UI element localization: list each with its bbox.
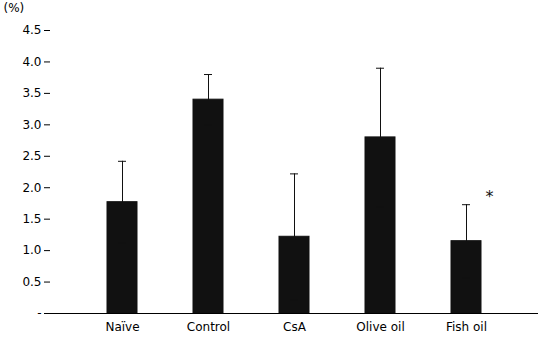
svg-text:4.0: 4.0 (22, 55, 41, 69)
svg-text:Control: Control (187, 320, 230, 334)
svg-text:*: * (486, 187, 494, 206)
svg-text:CsA: CsA (283, 320, 307, 334)
svg-text:0.5: 0.5 (22, 275, 41, 289)
svg-text:1.5: 1.5 (22, 212, 41, 226)
svg-text:Olive oil: Olive oil (356, 320, 404, 334)
svg-text:Naïve: Naïve (105, 320, 139, 334)
svg-text:1.0: 1.0 (22, 243, 41, 257)
svg-text:3.0: 3.0 (22, 118, 41, 132)
svg-text:-: - (37, 306, 41, 320)
svg-text:3.5: 3.5 (22, 86, 41, 100)
svg-text:4.5: 4.5 (22, 23, 41, 37)
svg-text:2.5: 2.5 (22, 149, 41, 163)
svg-text:2.0: 2.0 (22, 181, 41, 195)
svg-text:Fish oil: Fish oil (446, 320, 487, 334)
svg-text:(%): (%) (4, 1, 25, 15)
